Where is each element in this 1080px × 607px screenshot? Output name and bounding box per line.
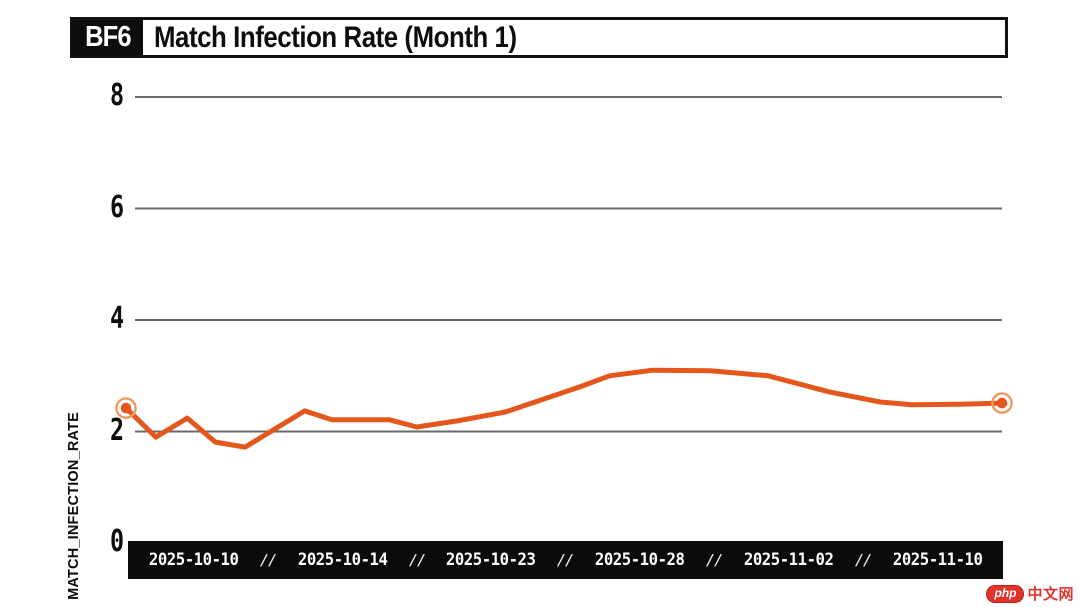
x-tick-label: 2025-10-14 (297, 550, 387, 570)
php-logo-icon: php (986, 584, 1025, 603)
chart-title-bar: BF6 Match Infection Rate (Month 1) (70, 17, 1008, 58)
y-tick-label: 8 (109, 77, 124, 113)
x-tick-label: 2025-10-23 (446, 550, 536, 570)
watermark: php 中文网 (986, 583, 1074, 604)
x-tick-separator: // (705, 551, 724, 569)
y-tick-label: 6 (109, 189, 124, 225)
x-tick-separator: // (407, 551, 426, 569)
endpoint-ring-marker (991, 392, 1013, 414)
gridlines (135, 96, 1002, 433)
y-tick-label: 0 (109, 523, 124, 559)
page-title: Match Infection Rate (Month 1) (154, 20, 517, 54)
x-tick-label: 2025-11-02 (743, 550, 834, 570)
x-tick-label: 2025-10-28 (595, 550, 685, 570)
game-badge-label: BF6 (85, 21, 131, 53)
game-badge: BF6 (73, 20, 143, 55)
endpoint-ring-marker (115, 397, 137, 419)
watermark-text: 中文网 (1027, 586, 1074, 603)
x-tick-separator: // (258, 551, 277, 569)
infection-rate-line (115, 367, 1013, 450)
x-tick-label: 2025-10-10 (148, 550, 239, 570)
x-tick-separator: // (556, 551, 575, 569)
endpoint-dot-marker (120, 402, 132, 414)
x-axis-bar: 2025-10-10 // 2025-10-14 // 2025-10-23 // 2025… (128, 541, 1003, 579)
x-tick-separator: // (854, 551, 873, 569)
y-tick-label: 4 (109, 300, 124, 336)
y-tick-label: 2 (109, 412, 124, 448)
data-line (123, 367, 1005, 450)
endpoint-dot-marker (996, 397, 1008, 409)
x-tick-label: 2025-11-10 (892, 550, 983, 570)
